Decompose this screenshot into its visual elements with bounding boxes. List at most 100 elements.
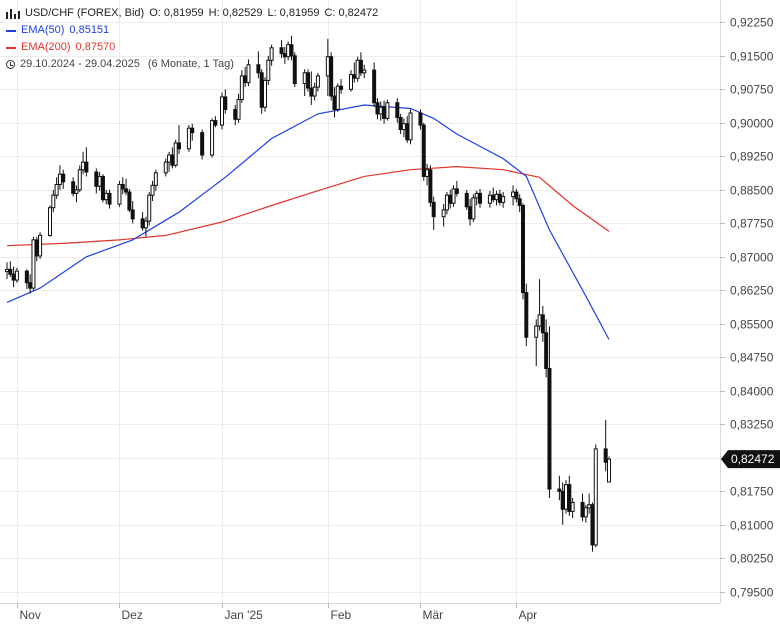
- price-tick-label: 0,91500: [730, 50, 774, 64]
- candle-body: [405, 123, 410, 141]
- candle: [24, 269, 29, 289]
- candle: [11, 266, 16, 288]
- candle: [537, 279, 542, 331]
- candle-body: [428, 169, 433, 203]
- candle: [48, 205, 52, 237]
- candle-body: [61, 173, 66, 183]
- ema50-label: EMA(50): [21, 24, 65, 36]
- candle-body: [306, 72, 310, 89]
- candle-body: [378, 106, 383, 115]
- candle: [511, 185, 516, 206]
- candle-body: [239, 75, 244, 101]
- candle: [239, 70, 244, 103]
- candle-body: [236, 99, 241, 120]
- candle: [256, 51, 261, 79]
- candle-body: [517, 198, 522, 206]
- candle: [431, 196, 436, 231]
- candle-body: [57, 173, 62, 185]
- candle: [38, 232, 43, 260]
- candle: [329, 52, 334, 101]
- candle: [77, 165, 82, 193]
- candle-body: [524, 292, 529, 338]
- candle-body: [395, 102, 400, 118]
- candle: [421, 122, 426, 181]
- candle: [501, 192, 506, 208]
- candle: [302, 69, 307, 97]
- candle-body: [312, 86, 317, 97]
- candle-body: [100, 175, 105, 201]
- candle-body: [269, 47, 274, 61]
- candle-body: [94, 171, 99, 187]
- candle-body: [471, 197, 476, 220]
- low-value: L: 0,81959: [267, 7, 320, 19]
- candle-body: [11, 273, 16, 281]
- candle: [497, 189, 502, 206]
- candle: [468, 198, 473, 226]
- price-tick-label: 0,90750: [730, 83, 774, 97]
- candle: [14, 268, 19, 283]
- ema200-legend[interactable]: EMA(200) 0,87570: [6, 39, 383, 56]
- candle-body: [243, 75, 248, 84]
- candle: [464, 189, 469, 210]
- candle-body: [514, 191, 519, 200]
- candle-body: [315, 75, 320, 88]
- candle-body: [487, 194, 492, 204]
- candle: [200, 129, 205, 160]
- candle: [474, 190, 479, 206]
- candle-body: [468, 206, 473, 220]
- ema50-legend[interactable]: EMA(50) 0,85151: [6, 22, 383, 39]
- candle: [524, 283, 529, 347]
- candle-body: [560, 490, 565, 510]
- candle: [306, 69, 310, 92]
- candle-body: [150, 184, 155, 196]
- candle: [418, 109, 423, 130]
- candle: [358, 52, 363, 76]
- candle: [292, 52, 297, 88]
- candle: [428, 165, 433, 207]
- candle: [408, 109, 413, 145]
- candle: [580, 493, 585, 522]
- candle: [583, 504, 588, 523]
- candle-body: [339, 85, 344, 90]
- candle: [385, 99, 390, 121]
- symbol-label: USD/CHF (FOREX, Bid): [25, 7, 145, 19]
- candle: [246, 59, 251, 87]
- candle-body: [382, 106, 387, 119]
- candle: [478, 188, 482, 208]
- candle-body: [31, 239, 36, 289]
- time-tick-label: Nov: [20, 608, 41, 622]
- candle: [107, 189, 112, 209]
- candle: [54, 177, 59, 199]
- candle: [223, 89, 228, 114]
- candle: [61, 169, 66, 189]
- candle-body: [153, 172, 158, 186]
- close-value: C: 0,82472: [324, 7, 379, 19]
- candle-body: [104, 192, 109, 201]
- candles: [5, 35, 611, 552]
- candle-body: [279, 47, 284, 55]
- price-tick-label: 0,84000: [730, 385, 774, 399]
- candle: [259, 69, 264, 114]
- candle-body: [71, 181, 76, 194]
- candle-body: [163, 161, 168, 174]
- time-tick-label: Mär: [423, 608, 444, 622]
- candle-body: [266, 59, 271, 81]
- candle-body: [233, 108, 238, 120]
- candle-body: [292, 55, 297, 85]
- candle-body: [107, 192, 112, 205]
- candle-body: [398, 116, 403, 131]
- candle: [124, 178, 129, 196]
- price-tick-label: 0,92250: [730, 16, 774, 30]
- candle: [51, 189, 56, 213]
- candle: [81, 151, 86, 175]
- candle: [94, 168, 99, 194]
- time-axis: Nov Dez Jan '25 Feb Mär Apr: [17, 603, 537, 622]
- candle: [567, 475, 572, 516]
- candle: [401, 118, 406, 138]
- candle-body: [24, 270, 29, 284]
- candle: [74, 185, 79, 203]
- candle-body: [48, 207, 52, 236]
- candle: [335, 83, 340, 112]
- candle-body: [117, 183, 122, 205]
